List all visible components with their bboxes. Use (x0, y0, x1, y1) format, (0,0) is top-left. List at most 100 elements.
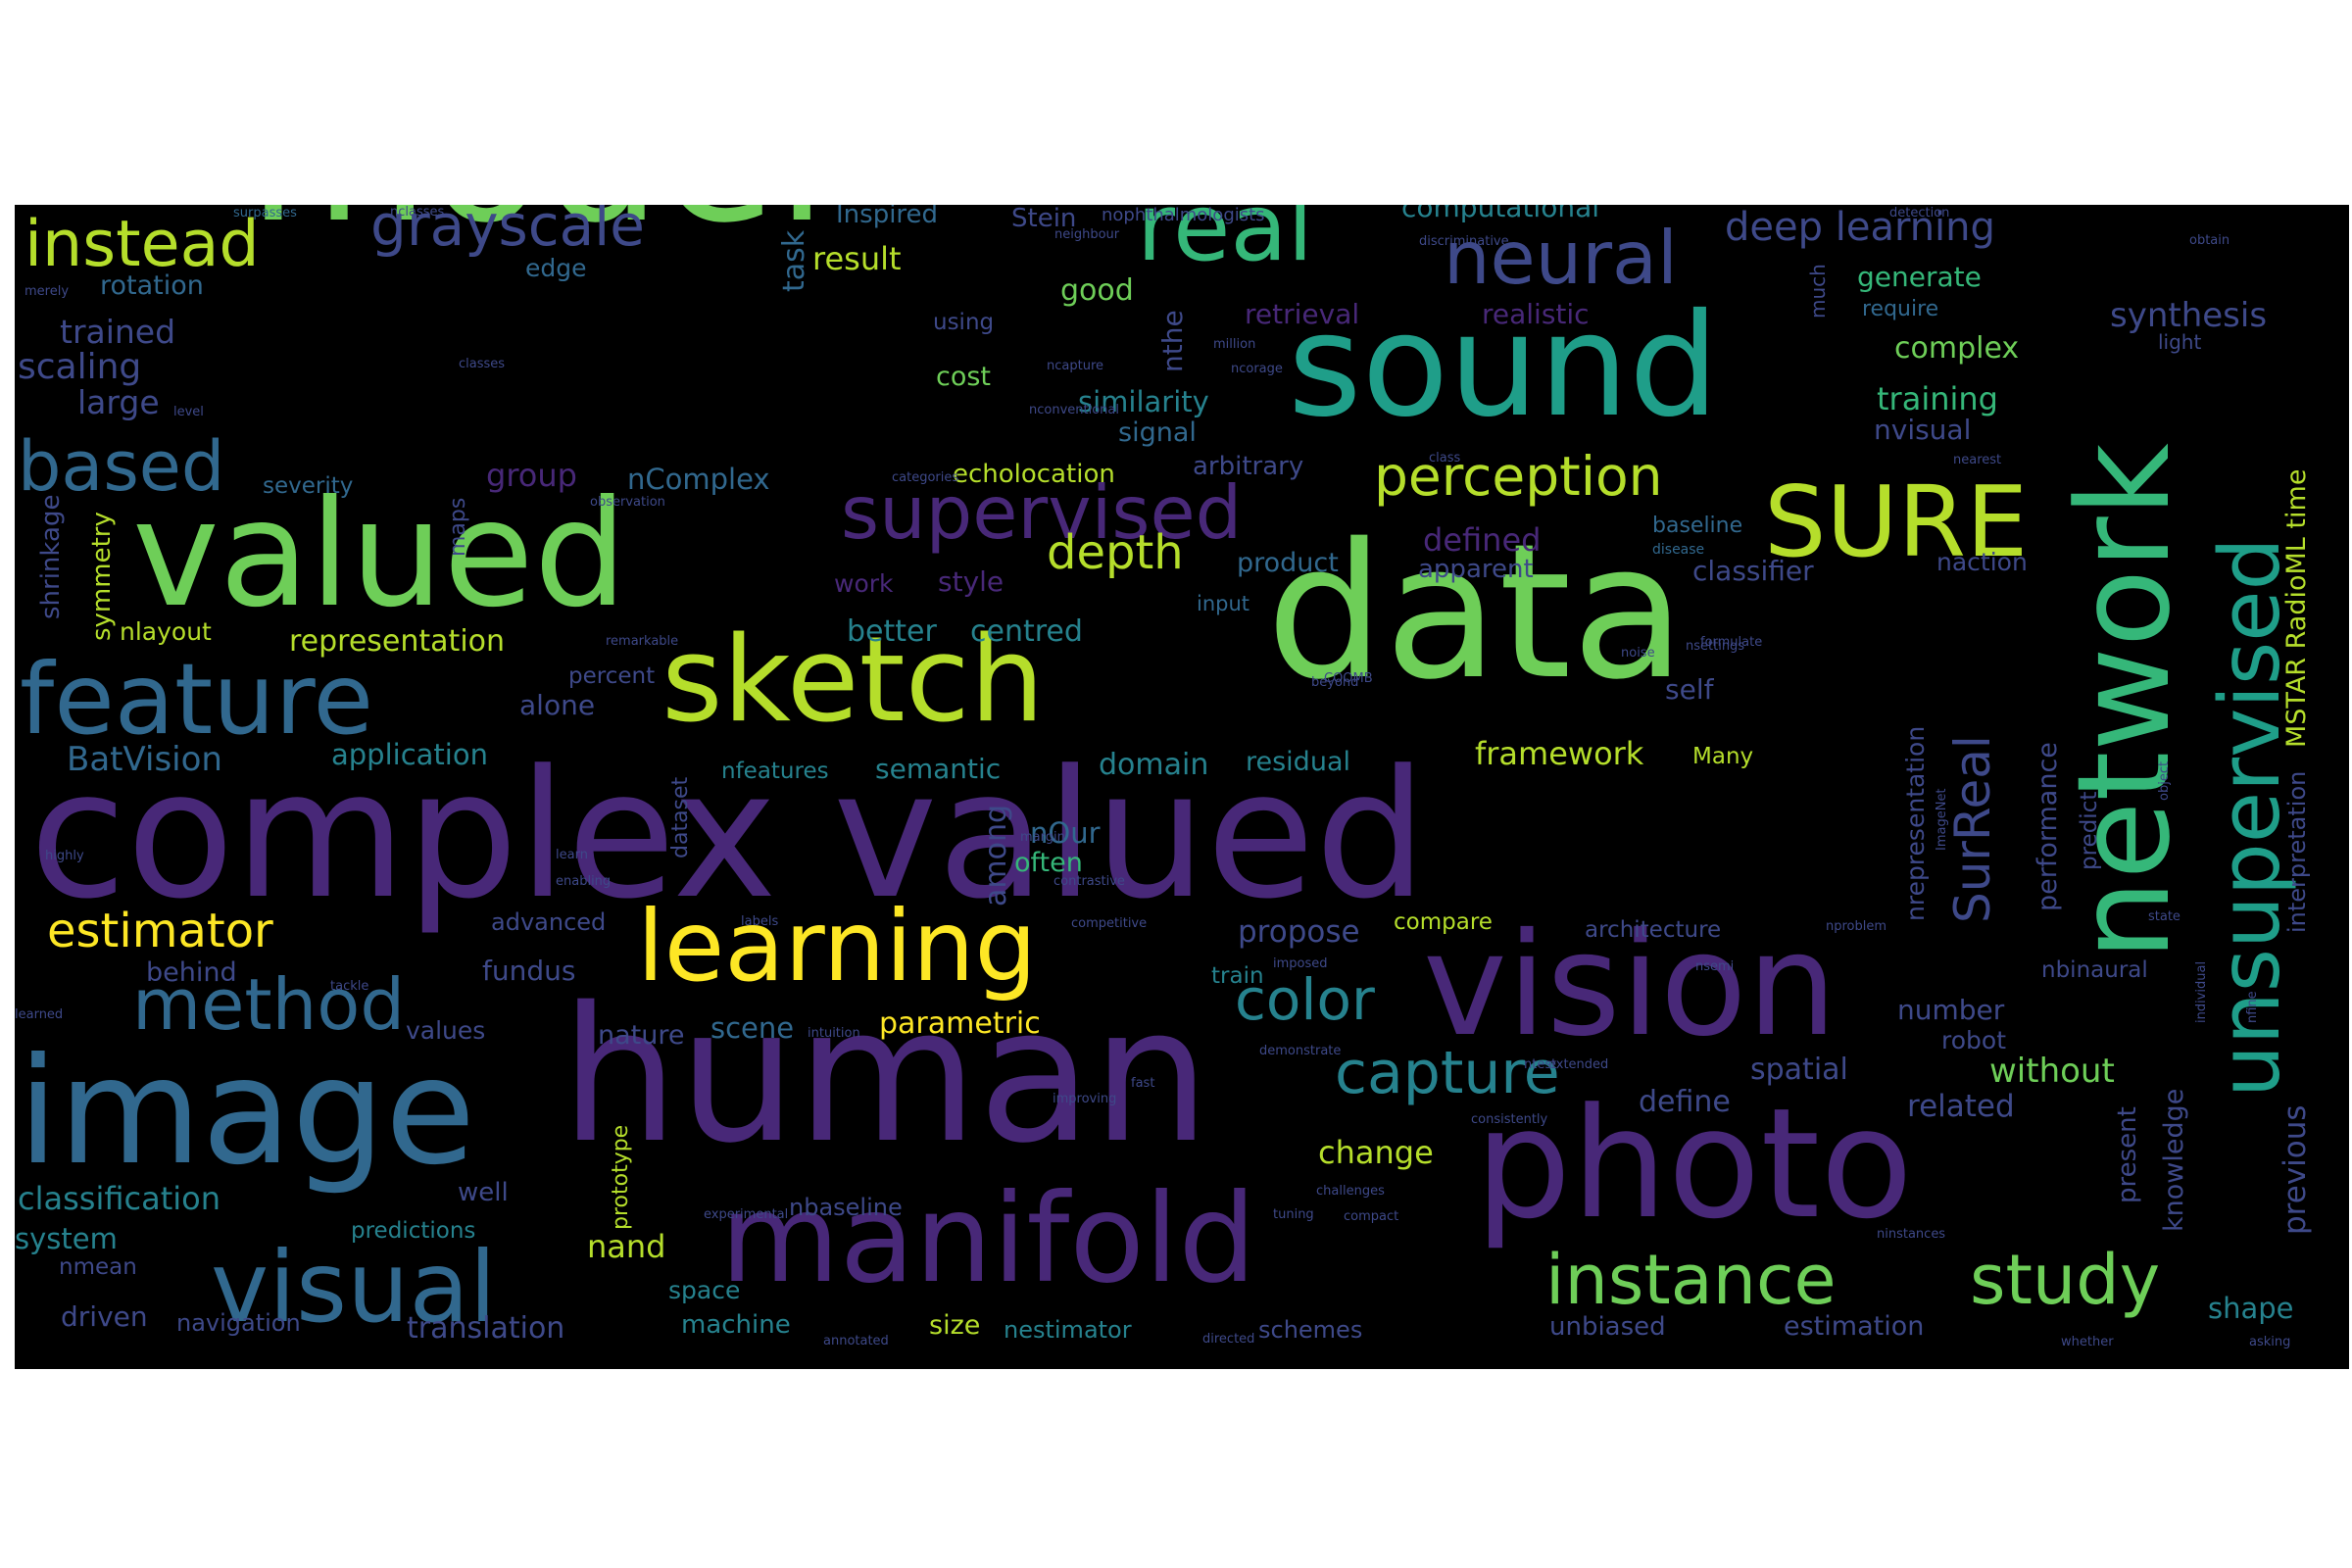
word-inspired: Inspired (836, 205, 938, 229)
word-number: number (1897, 994, 2005, 1026)
word-observation: observation (590, 495, 665, 510)
word-representation: representation (289, 624, 505, 659)
word-photo: photo (1475, 1075, 1913, 1252)
word-classes: classes (459, 357, 505, 371)
word-color: color (1235, 966, 1375, 1033)
word-semantic: semantic (875, 753, 1001, 785)
word-task: task (777, 229, 811, 292)
word-object: object (2157, 761, 2172, 801)
word-realistic: realistic (1482, 298, 1590, 330)
word-self: self (1665, 673, 1715, 706)
word-intuition: intuition (808, 1026, 860, 1041)
word-model: model (248, 205, 828, 264)
word-experimental: experimental (704, 1207, 788, 1222)
word-nophthalmologists: nophthalmologists (1102, 205, 1265, 225)
word-learn: learn (556, 848, 588, 862)
word-state: state (2148, 909, 2180, 924)
word-knowledge: knowledge (2159, 1089, 2189, 1232)
word-compact: compact (1344, 1209, 1398, 1224)
word-nbaseline: nbaseline (789, 1194, 903, 1221)
word-depth: depth (1047, 525, 1184, 580)
word-ntest: ntest (1524, 1057, 1556, 1072)
word-unbiased: unbiased (1549, 1312, 1666, 1342)
word-imposed: imposed (1273, 956, 1328, 971)
word-machine: machine (681, 1310, 791, 1340)
word-categories: categories (892, 470, 958, 485)
word-whether: whether (2061, 1335, 2114, 1349)
word-stein: Stein (1011, 205, 1076, 233)
word-neural: neural (1444, 215, 1678, 301)
word-classification: classification (18, 1180, 220, 1217)
word-performance: performance (2033, 742, 2063, 911)
word-nthe: nthe (1156, 310, 1189, 372)
word-schemes: schemes (1258, 1316, 1362, 1344)
word-classifier: classifier (1692, 555, 1814, 587)
word-work: work (834, 569, 894, 598)
word-result: result (812, 240, 902, 277)
word-nearest: nearest (1953, 453, 2001, 467)
word-well: well (458, 1178, 509, 1207)
word-synthesis: synthesis (2110, 296, 2267, 335)
word-class: class (1429, 451, 1460, 466)
word-feature: feature (20, 642, 373, 757)
word-scene: scene (710, 1011, 794, 1045)
word-navigation: navigation (176, 1309, 301, 1337)
word-consistently: consistently (1471, 1112, 1548, 1127)
word-nrepresentation: nrepresentation (1901, 726, 1930, 921)
word-input: input (1197, 592, 1250, 615)
word-formulate: formulate (1700, 635, 1762, 650)
word-echolocation: echolocation (953, 460, 1115, 489)
word-using: using (933, 310, 994, 335)
word-centred: centred (970, 614, 1083, 649)
word-parametric: parametric (879, 1006, 1041, 1041)
word-method: method (132, 963, 405, 1046)
word-signal: signal (1118, 417, 1197, 448)
word-framework: framework (1475, 735, 1644, 772)
word-challenges: challenges (1316, 1184, 1385, 1199)
word-often: often (1014, 848, 1083, 878)
word-defined: defined (1423, 521, 1541, 559)
word-annotated: annotated (823, 1334, 889, 1348)
word-translation: translation (407, 1311, 564, 1346)
word-light: light (2158, 330, 2201, 354)
word-competitive: competitive (1071, 916, 1147, 931)
word-architecture: architecture (1585, 917, 1721, 943)
word-size: size (929, 1310, 980, 1341)
word-many: Many (1692, 744, 1753, 769)
word-manifold: manifold (720, 1168, 1256, 1310)
word-highly: highly (45, 849, 84, 863)
word-surpasses: surpasses (233, 206, 297, 220)
word-good: good (1060, 273, 1134, 308)
word-nfeatures: nfeatures (721, 759, 829, 784)
word-nconventional: nconventional (1029, 403, 1119, 417)
word-nproblem: nproblem (1826, 919, 1886, 934)
word-disease: disease (1652, 542, 1704, 558)
word-complex-valued: complex valued (29, 733, 1427, 938)
word-ncorage: ncorage (1231, 362, 1283, 376)
word-ncapture: ncapture (1047, 359, 1103, 373)
word-predictions: predictions (351, 1218, 475, 1244)
word-obtain: obtain (2189, 233, 2230, 248)
word-asking: asking (2249, 1335, 2290, 1349)
word-product: product (1237, 548, 1339, 578)
word-robot: robot (1941, 1026, 2006, 1054)
word-learned: learned (15, 1007, 63, 1022)
word-change: change (1318, 1134, 1434, 1171)
word-group: group (486, 457, 577, 494)
word-training: training (1877, 380, 1998, 417)
word-nfine: nfine (2245, 991, 2260, 1023)
word-dataset: dataset (668, 776, 693, 858)
word-scaling: scaling (18, 347, 141, 387)
word-neighbour: neighbour (1054, 227, 1120, 242)
word-study: study (1970, 1240, 2160, 1320)
word-capture: capture (1335, 1039, 1560, 1107)
word-instead: instead (24, 208, 260, 281)
word-ninstances: ninstances (1877, 1227, 1945, 1242)
word-learning: learning (637, 889, 1037, 1004)
word-vision: vision (1423, 903, 1838, 1068)
word-labels: labels (741, 914, 778, 929)
word-perception: perception (1374, 445, 1663, 508)
word-million: million (1213, 337, 1255, 352)
word-driven: driven (61, 1300, 148, 1333)
word-nsettings: nsettings (1686, 639, 1744, 654)
